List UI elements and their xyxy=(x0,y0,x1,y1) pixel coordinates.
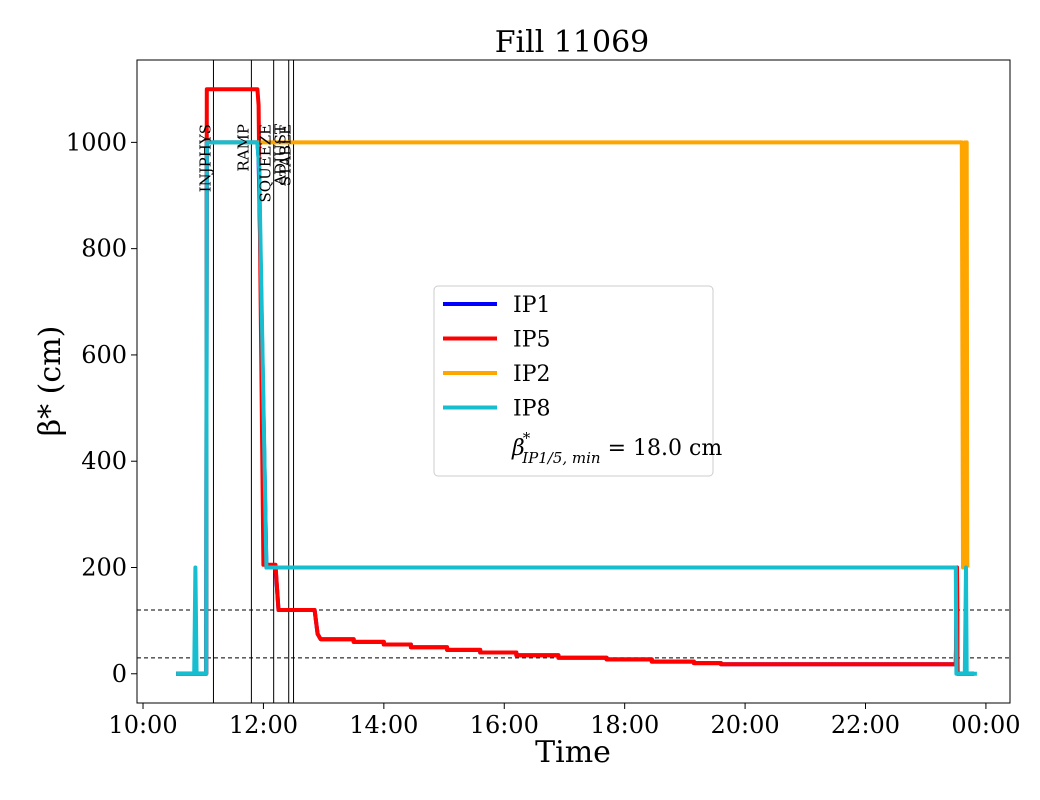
y-axis-ticks: 0 200 400 600 800 1000 xyxy=(66,128,137,688)
x-tick-label: 18:00 xyxy=(590,711,659,739)
x-tick-label: 20:00 xyxy=(711,711,780,739)
x-axis-label: Time xyxy=(535,735,611,770)
phase-label: STABLE xyxy=(277,124,295,186)
phase-label: RAMP xyxy=(234,124,252,172)
series-lines xyxy=(176,87,977,676)
y-tick-label: 0 xyxy=(112,660,127,688)
legend-note-sup: * xyxy=(523,429,531,447)
chart-title: Fill 11069 xyxy=(495,25,650,60)
y-tick-label: 600 xyxy=(81,341,127,369)
x-tick-label: 22:00 xyxy=(831,711,900,739)
series-ip5-line xyxy=(176,87,974,676)
legend-label-ip8: IP8 xyxy=(513,397,551,422)
y-axis-label: β* (cm) xyxy=(33,326,68,437)
plot-frame xyxy=(136,59,1011,704)
legend: IP1 IP5 IP2 IP8 β* IP1/5, min = 18.0 cm xyxy=(433,285,722,477)
x-axis-ticks: 10:00 12:00 14:00 16:00 18:00 20:00 22:00 00:00 xyxy=(108,703,1021,739)
x-tick-label: 14:00 xyxy=(349,711,418,739)
series-ip2-line xyxy=(206,140,970,570)
threshold-lines xyxy=(137,609,1010,659)
legend-note-value: = 18.0 cm xyxy=(601,436,723,461)
x-tick-label: 10:00 xyxy=(108,711,177,739)
legend-note: β* IP1/5, min = 18.0 cm xyxy=(511,429,722,467)
phase-label: SQUEEZE xyxy=(257,124,275,203)
x-tick-label: 00:00 xyxy=(951,711,1020,739)
legend-label-ip2: IP2 xyxy=(513,362,551,387)
legend-note-sub: IP1/5, min xyxy=(521,449,600,467)
y-tick-label: 800 xyxy=(81,235,127,263)
legend-box xyxy=(433,285,714,477)
legend-note-symbol: β xyxy=(511,436,525,461)
x-tick-label: 16:00 xyxy=(470,711,539,739)
legend-label-ip1: IP1 xyxy=(513,293,551,318)
phase-label: INJPHYS xyxy=(196,124,214,192)
phase-lines xyxy=(212,60,295,703)
y-tick-label: 400 xyxy=(81,447,127,475)
y-tick-label: 1000 xyxy=(66,128,127,156)
y-tick-label: 200 xyxy=(81,553,127,581)
phase-label: ADJUST xyxy=(272,124,290,187)
x-tick-label: 12:00 xyxy=(229,711,298,739)
series-ip8-line xyxy=(176,140,977,676)
legend-label-ip5: IP5 xyxy=(513,328,551,353)
